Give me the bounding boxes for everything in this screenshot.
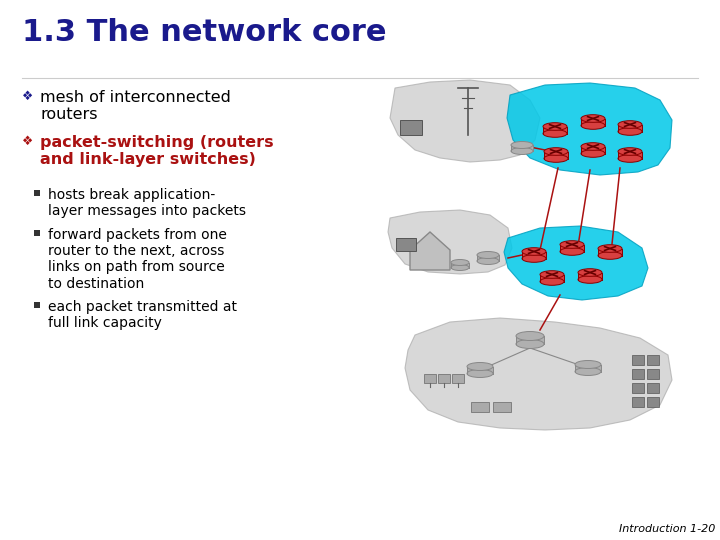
Polygon shape bbox=[618, 152, 642, 159]
Ellipse shape bbox=[618, 154, 642, 163]
Ellipse shape bbox=[560, 241, 584, 248]
Ellipse shape bbox=[544, 148, 568, 156]
FancyBboxPatch shape bbox=[34, 302, 40, 308]
Ellipse shape bbox=[618, 148, 642, 156]
Polygon shape bbox=[504, 226, 648, 300]
FancyBboxPatch shape bbox=[34, 190, 40, 196]
Ellipse shape bbox=[511, 141, 533, 149]
Polygon shape bbox=[405, 318, 672, 430]
FancyBboxPatch shape bbox=[424, 374, 436, 383]
Ellipse shape bbox=[477, 258, 499, 265]
FancyBboxPatch shape bbox=[400, 120, 422, 135]
Polygon shape bbox=[581, 146, 605, 153]
Ellipse shape bbox=[511, 147, 533, 154]
Ellipse shape bbox=[467, 362, 493, 370]
FancyBboxPatch shape bbox=[34, 230, 40, 236]
Text: each packet transmitted at
full link capacity: each packet transmitted at full link cap… bbox=[48, 300, 237, 330]
Polygon shape bbox=[507, 83, 672, 175]
Ellipse shape bbox=[516, 332, 544, 341]
Polygon shape bbox=[618, 125, 642, 132]
Ellipse shape bbox=[522, 248, 546, 255]
FancyBboxPatch shape bbox=[632, 383, 644, 393]
Ellipse shape bbox=[618, 127, 642, 136]
Text: packet-switching (routers
and link-layer switches): packet-switching (routers and link-layer… bbox=[40, 135, 274, 167]
FancyBboxPatch shape bbox=[647, 355, 659, 365]
FancyBboxPatch shape bbox=[493, 402, 511, 412]
Ellipse shape bbox=[540, 271, 564, 278]
Polygon shape bbox=[451, 262, 469, 267]
Ellipse shape bbox=[543, 130, 567, 137]
Ellipse shape bbox=[575, 368, 601, 375]
Polygon shape bbox=[410, 232, 450, 270]
Ellipse shape bbox=[516, 340, 544, 348]
FancyBboxPatch shape bbox=[632, 397, 644, 407]
Ellipse shape bbox=[522, 255, 546, 262]
Polygon shape bbox=[467, 367, 493, 374]
Ellipse shape bbox=[560, 248, 584, 255]
Polygon shape bbox=[578, 273, 602, 280]
Ellipse shape bbox=[467, 369, 493, 377]
Ellipse shape bbox=[581, 150, 605, 157]
Text: ❖: ❖ bbox=[22, 90, 33, 103]
FancyBboxPatch shape bbox=[471, 402, 489, 412]
Polygon shape bbox=[390, 80, 540, 162]
FancyBboxPatch shape bbox=[647, 383, 659, 393]
Text: hosts break application-
layer messages into packets: hosts break application- layer messages … bbox=[48, 188, 246, 218]
Ellipse shape bbox=[578, 276, 602, 284]
Ellipse shape bbox=[575, 361, 601, 368]
Ellipse shape bbox=[451, 260, 469, 266]
Polygon shape bbox=[540, 274, 564, 281]
Ellipse shape bbox=[543, 123, 567, 130]
Polygon shape bbox=[598, 248, 622, 255]
Text: 1.3 The network core: 1.3 The network core bbox=[22, 18, 387, 47]
FancyBboxPatch shape bbox=[438, 374, 450, 383]
Polygon shape bbox=[477, 255, 499, 261]
Ellipse shape bbox=[544, 154, 568, 163]
FancyBboxPatch shape bbox=[632, 355, 644, 365]
Text: forward packets from one
router to the next, across
links on path from source
to: forward packets from one router to the n… bbox=[48, 228, 227, 291]
Polygon shape bbox=[388, 210, 512, 274]
Ellipse shape bbox=[578, 269, 602, 276]
Text: ❖: ❖ bbox=[22, 135, 33, 148]
Polygon shape bbox=[511, 145, 533, 151]
FancyBboxPatch shape bbox=[647, 397, 659, 407]
Ellipse shape bbox=[618, 121, 642, 129]
FancyBboxPatch shape bbox=[647, 369, 659, 379]
FancyBboxPatch shape bbox=[396, 238, 416, 251]
Ellipse shape bbox=[581, 143, 605, 150]
Polygon shape bbox=[581, 118, 605, 125]
Ellipse shape bbox=[477, 252, 499, 259]
Ellipse shape bbox=[598, 252, 622, 259]
Polygon shape bbox=[560, 245, 584, 252]
Ellipse shape bbox=[581, 114, 605, 122]
Ellipse shape bbox=[451, 265, 469, 271]
Polygon shape bbox=[544, 152, 568, 159]
Polygon shape bbox=[575, 364, 601, 372]
FancyBboxPatch shape bbox=[452, 374, 464, 383]
Ellipse shape bbox=[598, 245, 622, 252]
FancyBboxPatch shape bbox=[632, 369, 644, 379]
Text: mesh of interconnected
routers: mesh of interconnected routers bbox=[40, 90, 231, 123]
Ellipse shape bbox=[540, 278, 564, 285]
Ellipse shape bbox=[581, 122, 605, 129]
Text: Introduction 1-20: Introduction 1-20 bbox=[618, 524, 715, 534]
Polygon shape bbox=[543, 126, 567, 133]
Polygon shape bbox=[516, 336, 544, 344]
Polygon shape bbox=[522, 252, 546, 259]
